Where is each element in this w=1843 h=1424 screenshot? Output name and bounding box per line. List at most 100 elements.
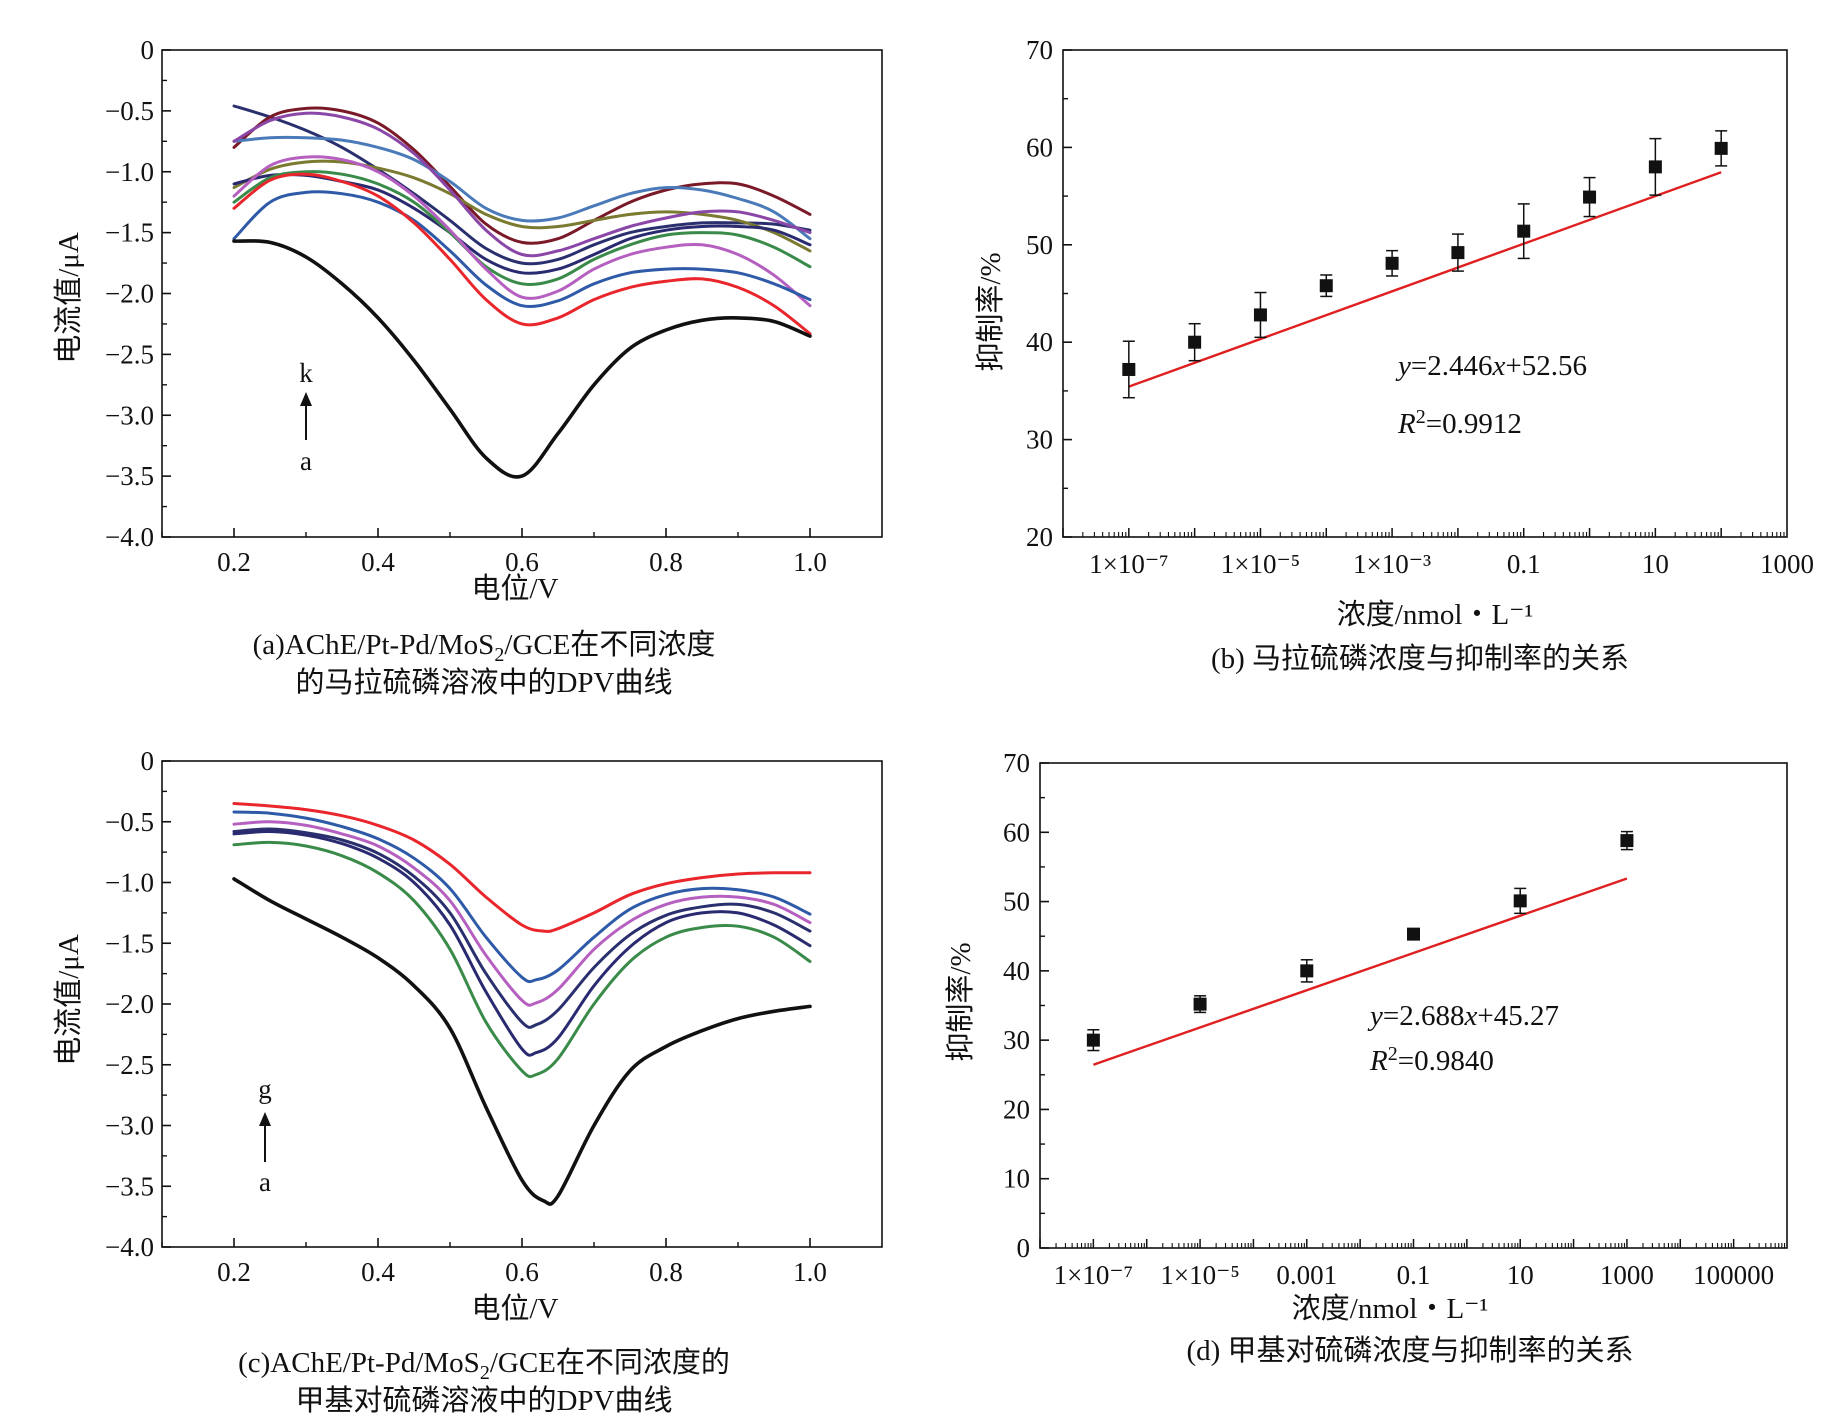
panel-a-ylabel: 电流值/μA	[52, 232, 85, 364]
panel-a-arrow-top-label: k	[299, 358, 313, 388]
y-tick-label: 30	[1003, 1025, 1030, 1055]
data-point	[1517, 224, 1531, 238]
data-point	[1385, 256, 1399, 270]
panel-a-plot-area: 0 −0.5 −1.0 −1.5 −2.0 −2.5 −3.0 −3.5 −4.0 0.2 0.4 0…	[105, 35, 883, 577]
x-tick-label: 1.0	[793, 547, 827, 577]
x-tick-label: 0.4	[361, 547, 395, 577]
panel-c-xlabel: 电位/V	[471, 1292, 558, 1325]
series-b-line	[232, 172, 812, 336]
panel-d-plot-area: 0 10 20 30 40 50 60 70 1×10⁻⁷ 1×10⁻⁵ 0.001 0.1 10 100…	[1003, 748, 1788, 1290]
y-tick-label: −2.0	[105, 279, 154, 309]
y-tick-label: 10	[1003, 1164, 1030, 1194]
x-tick-label: 1×10⁻⁷	[1089, 549, 1168, 579]
y-tick-label: −3.0	[105, 1111, 154, 1141]
panel-a-arrow-bottom-label: a	[300, 446, 312, 476]
panel-b-ylabel: 抑制率/%	[974, 252, 1007, 371]
x-tick-label: 0.1	[1397, 1260, 1431, 1290]
y-tick-label: −1.0	[105, 157, 154, 187]
y-tick-label: −3.0	[105, 400, 154, 430]
y-tick-label: −0.5	[105, 807, 154, 837]
series-d-line	[232, 155, 812, 308]
data-point	[1188, 335, 1202, 349]
x-tick-label: 1×10⁻⁵	[1221, 549, 1300, 579]
y-tick-label: −4.0	[105, 522, 154, 552]
y-tick-label: 70	[1026, 35, 1053, 65]
x-tick-label: 0.2	[217, 547, 251, 577]
y-tick-label: −1.0	[105, 868, 154, 898]
series-g-line	[232, 802, 812, 933]
panel-c-arrow-top-label: g	[258, 1074, 272, 1104]
y-tick-label: 50	[1026, 230, 1053, 260]
panel-b-fit-equation: y=2.446x+52.56	[1395, 350, 1587, 382]
panel-d-r-squared: R2=0.9840	[1369, 1043, 1494, 1077]
y-tick-label: −3.5	[105, 461, 154, 491]
y-tick-label: −4.0	[105, 1232, 154, 1262]
y-tick-label: −2.5	[105, 339, 154, 369]
data-point	[1407, 927, 1420, 941]
y-tick-label: 40	[1026, 327, 1053, 357]
series-d-line	[232, 827, 812, 1029]
y-tick-label: 70	[1003, 748, 1030, 778]
x-tick-label: 0.4	[361, 1257, 395, 1287]
series-h-line	[232, 159, 812, 253]
x-tick-label: 0.2	[217, 1257, 251, 1287]
y-tick-label: 20	[1003, 1094, 1030, 1124]
series-a-line	[232, 239, 812, 479]
panel-d-caption: (d) 甲基对硫磷浓度与抑制率的关系	[1186, 1334, 1633, 1367]
x-tick-label: 0.001	[1276, 1260, 1337, 1290]
series-g-line	[232, 111, 812, 258]
panel-b-frame	[1062, 49, 1788, 538]
data-point	[1193, 997, 1207, 1011]
y-tick-label: −1.5	[105, 928, 154, 958]
x-tick-label: 10	[1507, 1260, 1534, 1290]
panel-d-ylabel: 抑制率/%	[944, 942, 977, 1061]
data-point	[1648, 160, 1662, 174]
panel-b-plot-area: 20 30 40 50 60 70 1×10⁻⁷ 1×10⁻⁵ 1×10⁻³ 0.1 10 1000	[1026, 35, 1814, 579]
x-tick-label: 1×10⁻³	[1353, 549, 1431, 579]
data-point	[1583, 190, 1597, 204]
x-tick-label: 1000	[1760, 549, 1814, 579]
panel-a-xlabel: 电位/V	[471, 572, 558, 605]
data-point	[1714, 141, 1728, 155]
data-point	[1319, 279, 1333, 293]
series-c-line	[232, 829, 812, 1057]
series-k-line	[232, 104, 812, 266]
x-tick-label: 1×10⁻⁷	[1054, 1260, 1133, 1290]
panel-a: 0 −0.5 −1.0 −1.5 −2.0 −2.5 −3.0 −3.5 −4.0 0.2 0.4 0…	[52, 35, 883, 699]
y-tick-label: 40	[1003, 956, 1030, 986]
fit-line	[1092, 877, 1628, 1066]
panel-a-caption-line1: (a)AChE/Pt-Pd/MoS2/GCE在不同浓度	[253, 628, 716, 666]
data-point	[1513, 894, 1527, 908]
data-point	[1300, 964, 1314, 978]
series-j-line	[232, 106, 812, 245]
series-a-line	[232, 877, 812, 1206]
panel-a-frame	[161, 49, 883, 538]
series-f-line	[232, 810, 812, 984]
panel-c-ylabel: 电流值/μA	[52, 934, 85, 1066]
data-point	[1086, 1033, 1100, 1047]
y-tick-label: 60	[1003, 817, 1030, 847]
data-point	[1451, 246, 1465, 260]
fit-line	[1128, 171, 1722, 388]
series-e-line	[232, 820, 812, 1007]
panel-c-caption-line2: 甲基对硫磷溶液中的DPV曲线	[295, 1384, 672, 1417]
x-tick-label: 0.8	[649, 1257, 683, 1287]
panel-b-r-squared: R2=0.9912	[1397, 406, 1522, 440]
y-tick-label: −2.0	[105, 989, 154, 1019]
panel-d-fit-equation: y=2.688x+45.27	[1367, 1000, 1559, 1032]
x-tick-label: 1.0	[793, 1257, 827, 1287]
panel-c: 0 −0.5 −1.0 −1.5 −2.0 −2.5 −3.0 −3.5 −4.0 0.2 0.4 0…	[52, 746, 883, 1417]
series-c-line	[232, 190, 812, 309]
y-tick-label: 0	[1017, 1233, 1031, 1263]
series-b-line	[232, 840, 812, 1079]
y-tick-label: 0	[141, 746, 155, 776]
series-e-line	[232, 170, 812, 286]
panel-a-caption-line2: 的马拉硫磷溶液中的DPV曲线	[295, 666, 672, 699]
x-tick-label: 10	[1642, 549, 1669, 579]
y-tick-label: −1.5	[105, 218, 154, 248]
x-tick-label: 0.8	[649, 547, 683, 577]
x-tick-label: 0.6	[505, 1257, 539, 1287]
panel-c-arrow	[259, 1112, 271, 1162]
